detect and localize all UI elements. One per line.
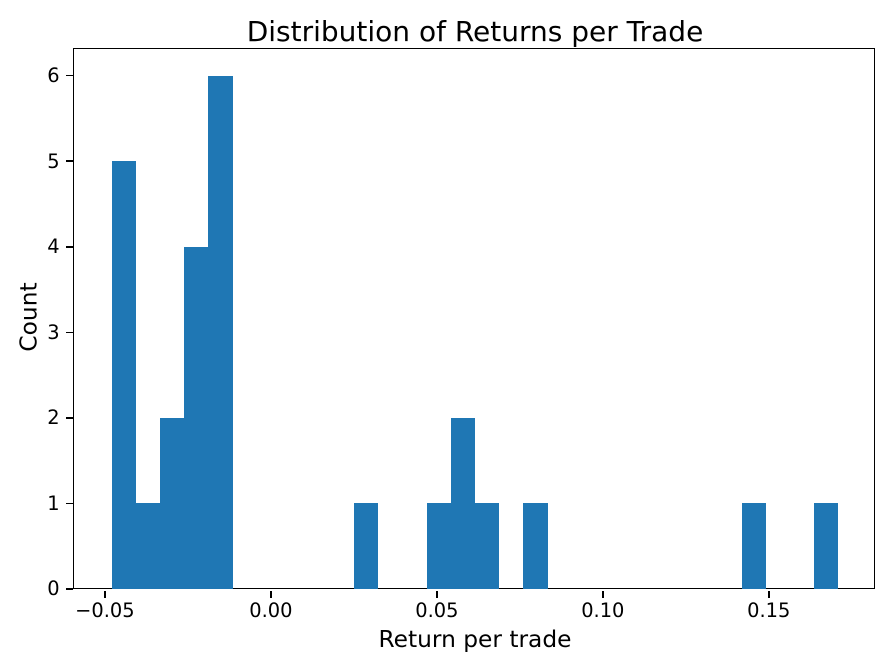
- x-tick-label: 0.15: [747, 599, 791, 622]
- histogram-bar: [426, 503, 451, 589]
- y-tick-label: 6: [47, 64, 60, 88]
- y-tick-label: 1: [47, 491, 60, 515]
- x-tick-label: 0.05: [415, 599, 459, 622]
- x-tick-mark: [602, 590, 604, 598]
- histogram-bar: [475, 503, 500, 589]
- x-tick-label: 0.10: [581, 599, 625, 622]
- y-tick-mark: [66, 502, 74, 505]
- y-tick-label: 3: [47, 320, 60, 344]
- x-axis-label: Return per trade: [378, 626, 572, 653]
- plot-area: [75, 50, 875, 589]
- histogram-bar: [450, 417, 475, 589]
- histogram-bar: [159, 417, 185, 589]
- y-tick-mark: [66, 74, 74, 77]
- x-tick-mark: [104, 590, 106, 598]
- histogram-bar: [184, 246, 209, 589]
- y-tick-label: 4: [47, 235, 60, 259]
- histogram-bar: [741, 503, 766, 589]
- y-tick-mark: [66, 245, 74, 248]
- histogram-bar: [814, 503, 839, 589]
- x-tick-mark: [436, 590, 438, 598]
- x-tick-label: 0.00: [249, 599, 293, 622]
- histogram-bar: [135, 503, 160, 589]
- x-tick-mark: [767, 590, 770, 598]
- x-tick-mark: [270, 590, 272, 598]
- y-tick-label: 0: [47, 577, 60, 601]
- y-tick-mark: [66, 417, 74, 419]
- histogram-bar: [353, 503, 379, 589]
- y-tick-label: 5: [47, 149, 60, 173]
- y-tick-mark: [66, 588, 74, 590]
- y-axis-label: Count: [15, 282, 43, 352]
- x-tick-label: −0.05: [75, 599, 135, 622]
- y-tick-mark: [66, 160, 74, 162]
- histogram-bar: [111, 161, 136, 589]
- y-tick-label: 2: [47, 406, 60, 430]
- histogram-bar: [208, 75, 233, 589]
- y-tick-mark: [66, 331, 74, 334]
- chart-title: Distribution of Returns per Trade: [246, 15, 704, 48]
- histogram-bar: [523, 503, 548, 589]
